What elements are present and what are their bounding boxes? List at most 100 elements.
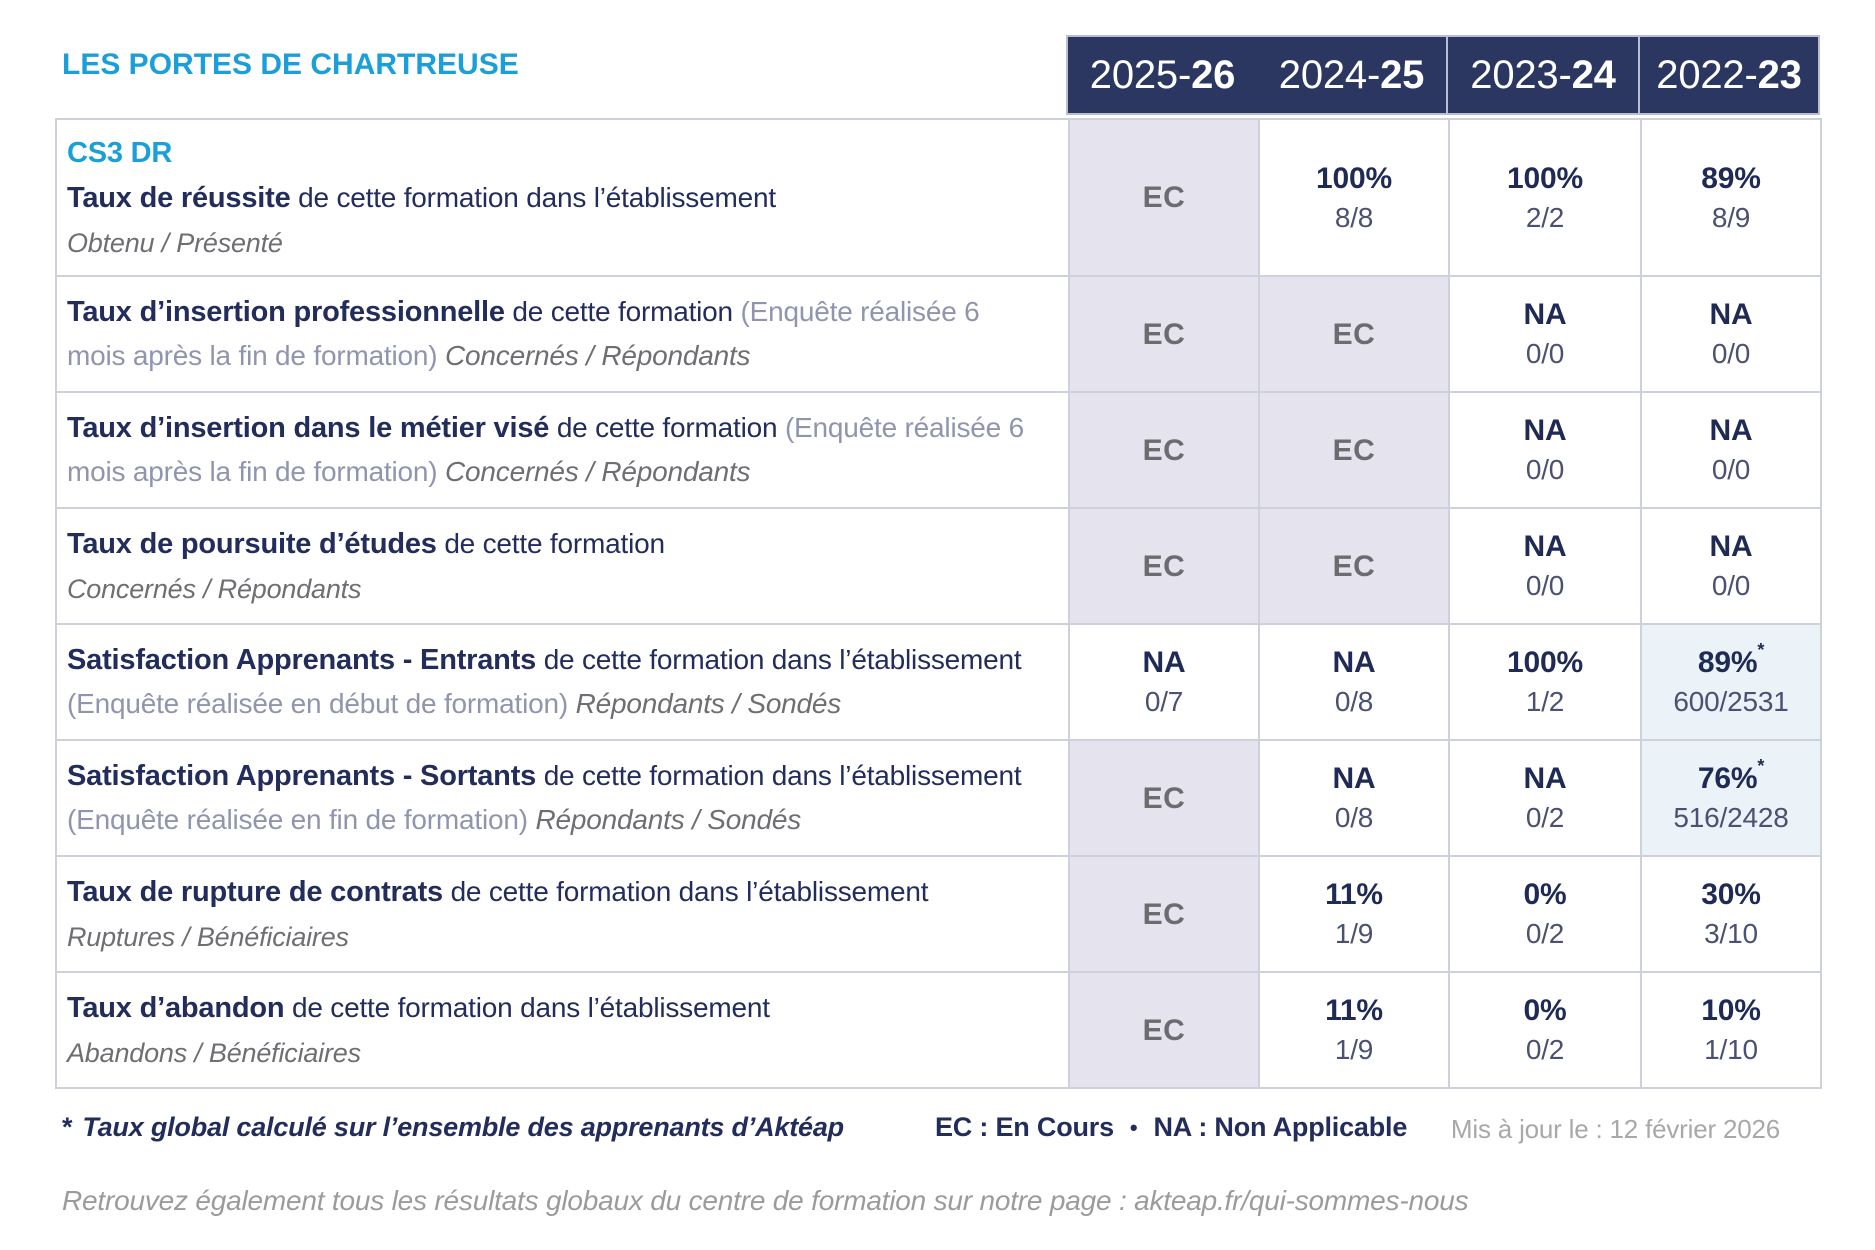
value-cell: 10% 1/10	[1642, 973, 1820, 1087]
cell-value: NA	[1523, 414, 1567, 448]
cell-fraction: 3/10	[1704, 918, 1758, 950]
cell-value: 10%	[1701, 994, 1761, 1028]
row-label-abandon: Taux d’abandon de cette formation dans l…	[57, 973, 1068, 1087]
metric-desc: de cette formation dans l’établissement	[543, 644, 1022, 676]
metric-desc: de cette formation dans l’établissement	[298, 182, 776, 214]
row-label-insertion-professionnelle: Taux d’insertion professionnelle de cett…	[57, 277, 1068, 391]
metric-paren: (Enquête réalisée en début de formation)	[67, 687, 568, 719]
cell-value: 11%	[1325, 994, 1383, 1028]
cell-value: EC	[1142, 317, 1186, 351]
metric-desc: de cette formation	[444, 528, 665, 559]
metric-desc: de cette formation dans l’établissement	[450, 876, 929, 907]
cell-value: 89%	[1697, 646, 1758, 680]
value-cell: 100% 2/2	[1450, 120, 1640, 275]
value-cell: EC	[1260, 277, 1448, 391]
metric-name: Satisfaction Apprenants - Sortants	[67, 760, 537, 793]
value-cell: 89%* 600/2531	[1642, 625, 1820, 739]
cell-fraction: 600/2531	[1673, 686, 1789, 718]
year-2025-26: 2025- 26	[1089, 52, 1236, 97]
cell-value: EC	[1332, 317, 1376, 351]
cell-fraction: 0/0	[1525, 454, 1565, 486]
value-cell: EC	[1070, 857, 1258, 971]
cell-value: NA	[1523, 298, 1567, 332]
legend-na: NA : Non Applicable	[1153, 1112, 1408, 1142]
cell-value: 76%	[1697, 762, 1758, 796]
cell-value: NA	[1523, 762, 1567, 796]
metric-paren: (Enquête réalisée 6 mois après la fin de…	[67, 412, 1024, 487]
metric-subtitle: Abandons / Bénéficiaires	[67, 1037, 361, 1068]
star-footnote-text: Taux global calculé sur l’ensemble des a…	[82, 1112, 844, 1142]
value-cell: 30% 3/10	[1642, 857, 1820, 971]
value-cell: 0% 0/2	[1450, 857, 1640, 971]
year-header-merged: 2025- 26 2024- 25	[1068, 37, 1446, 113]
cell-fraction: 0/8	[1334, 802, 1374, 834]
cell-fraction: 1/9	[1334, 1034, 1374, 1066]
value-cell: EC	[1070, 973, 1258, 1087]
metric-subtitle: Répondants / Sondés	[575, 687, 842, 719]
value-cell: 76%* 516/2428	[1642, 741, 1820, 855]
cell-fraction: 2/2	[1525, 201, 1565, 233]
value-cell: 89% 8/9	[1642, 120, 1820, 275]
metric-name: Taux de poursuite d’études	[67, 528, 437, 560]
cell-value: EC	[1142, 433, 1186, 467]
bullet-separator: •	[1129, 1114, 1138, 1140]
metric-desc: de cette formation dans l’établissement	[543, 760, 1022, 792]
value-cell: EC	[1070, 509, 1258, 623]
value-cell: NA 0/0	[1642, 277, 1820, 391]
star-marker: *	[1757, 640, 1765, 661]
value-cell: NA 0/8	[1260, 741, 1448, 855]
metric-paren: (Enquête réalisée en fin de formation)	[67, 803, 528, 835]
cell-fraction: 0/0	[1711, 338, 1751, 370]
cell-value: NA	[1709, 530, 1753, 564]
metric-subtitle: Concernés / Répondants	[445, 455, 751, 487]
star-footnote: * Taux global calculé sur l’ensemble des …	[62, 1112, 844, 1143]
metric-name: Taux d’insertion professionnelle	[67, 296, 505, 329]
legend-ec: EC : En Cours	[935, 1112, 1114, 1142]
cell-fraction: 0/2	[1525, 1034, 1565, 1066]
cell-value: NA	[1332, 646, 1376, 680]
metric-subtitle: Concernés / Répondants	[67, 573, 362, 604]
cell-fraction: 0/0	[1711, 570, 1751, 602]
cell-value: 0%	[1523, 878, 1567, 912]
cell-value: EC	[1142, 1013, 1186, 1047]
cell-fraction: 0/0	[1525, 338, 1565, 370]
value-cell: NA 0/0	[1642, 509, 1820, 623]
cell-value: NA	[1142, 646, 1186, 680]
cell-fraction: 1/9	[1334, 918, 1374, 950]
course-code: CS3 DR	[67, 136, 173, 169]
cell-fraction: 1/2	[1525, 686, 1565, 718]
row-label-poursuite-etudes: Taux de poursuite d’études de cette form…	[57, 509, 1068, 623]
cell-value: 100%	[1316, 161, 1392, 195]
cell-fraction: 516/2428	[1673, 802, 1789, 834]
value-cell: 100% 8/8	[1260, 120, 1448, 275]
cell-fraction: 0/2	[1525, 802, 1565, 834]
cell-fraction: 8/9	[1711, 201, 1751, 233]
global-results-note: Retrouvez également tous les résultats g…	[62, 1185, 1469, 1216]
value-cell: EC	[1260, 509, 1448, 623]
metric-name: Taux de rupture de contrats	[67, 876, 443, 908]
value-cell: NA 0/0	[1450, 277, 1640, 391]
value-cell: NA 0/0	[1450, 393, 1640, 507]
value-cell: EC	[1070, 741, 1258, 855]
metric-paren: (Enquête réalisée 6 mois après la fin de…	[67, 296, 980, 371]
results-table: CS3 DR Taux de réussite de cette formati…	[55, 118, 1822, 1089]
star-symbol: *	[62, 1112, 73, 1142]
value-cell: 100% 1/2	[1450, 625, 1640, 739]
year-2023-24: 2023- 24	[1448, 37, 1638, 113]
cell-value: EC	[1142, 781, 1186, 815]
row-label-rupture-contrats: Taux de rupture de contrats de cette for…	[57, 857, 1068, 971]
cell-fraction: 0/2	[1525, 918, 1565, 950]
row-label-satisfaction-sortants: Satisfaction Apprenants - Sortants de ce…	[57, 741, 1068, 855]
cell-fraction: 0/0	[1711, 454, 1751, 486]
metric-name: Satisfaction Apprenants - Entrants	[67, 644, 537, 677]
metric-name: Taux d’abandon	[67, 992, 285, 1024]
row-label-satisfaction-entrants: Satisfaction Apprenants - Entrants de ce…	[57, 625, 1068, 739]
value-cell: NA 0/8	[1260, 625, 1448, 739]
cell-value: EC	[1142, 549, 1186, 583]
year-2022-23: 2022- 23	[1640, 37, 1818, 113]
year-header-row: 2025- 26 2024- 25 2023- 24 2022- 23	[1066, 35, 1820, 115]
cell-value: EC	[1142, 181, 1186, 214]
establishment-title: LES PORTES DE CHARTREUSE	[62, 48, 519, 81]
metric-subtitle: Concernés / Répondants	[445, 339, 751, 371]
